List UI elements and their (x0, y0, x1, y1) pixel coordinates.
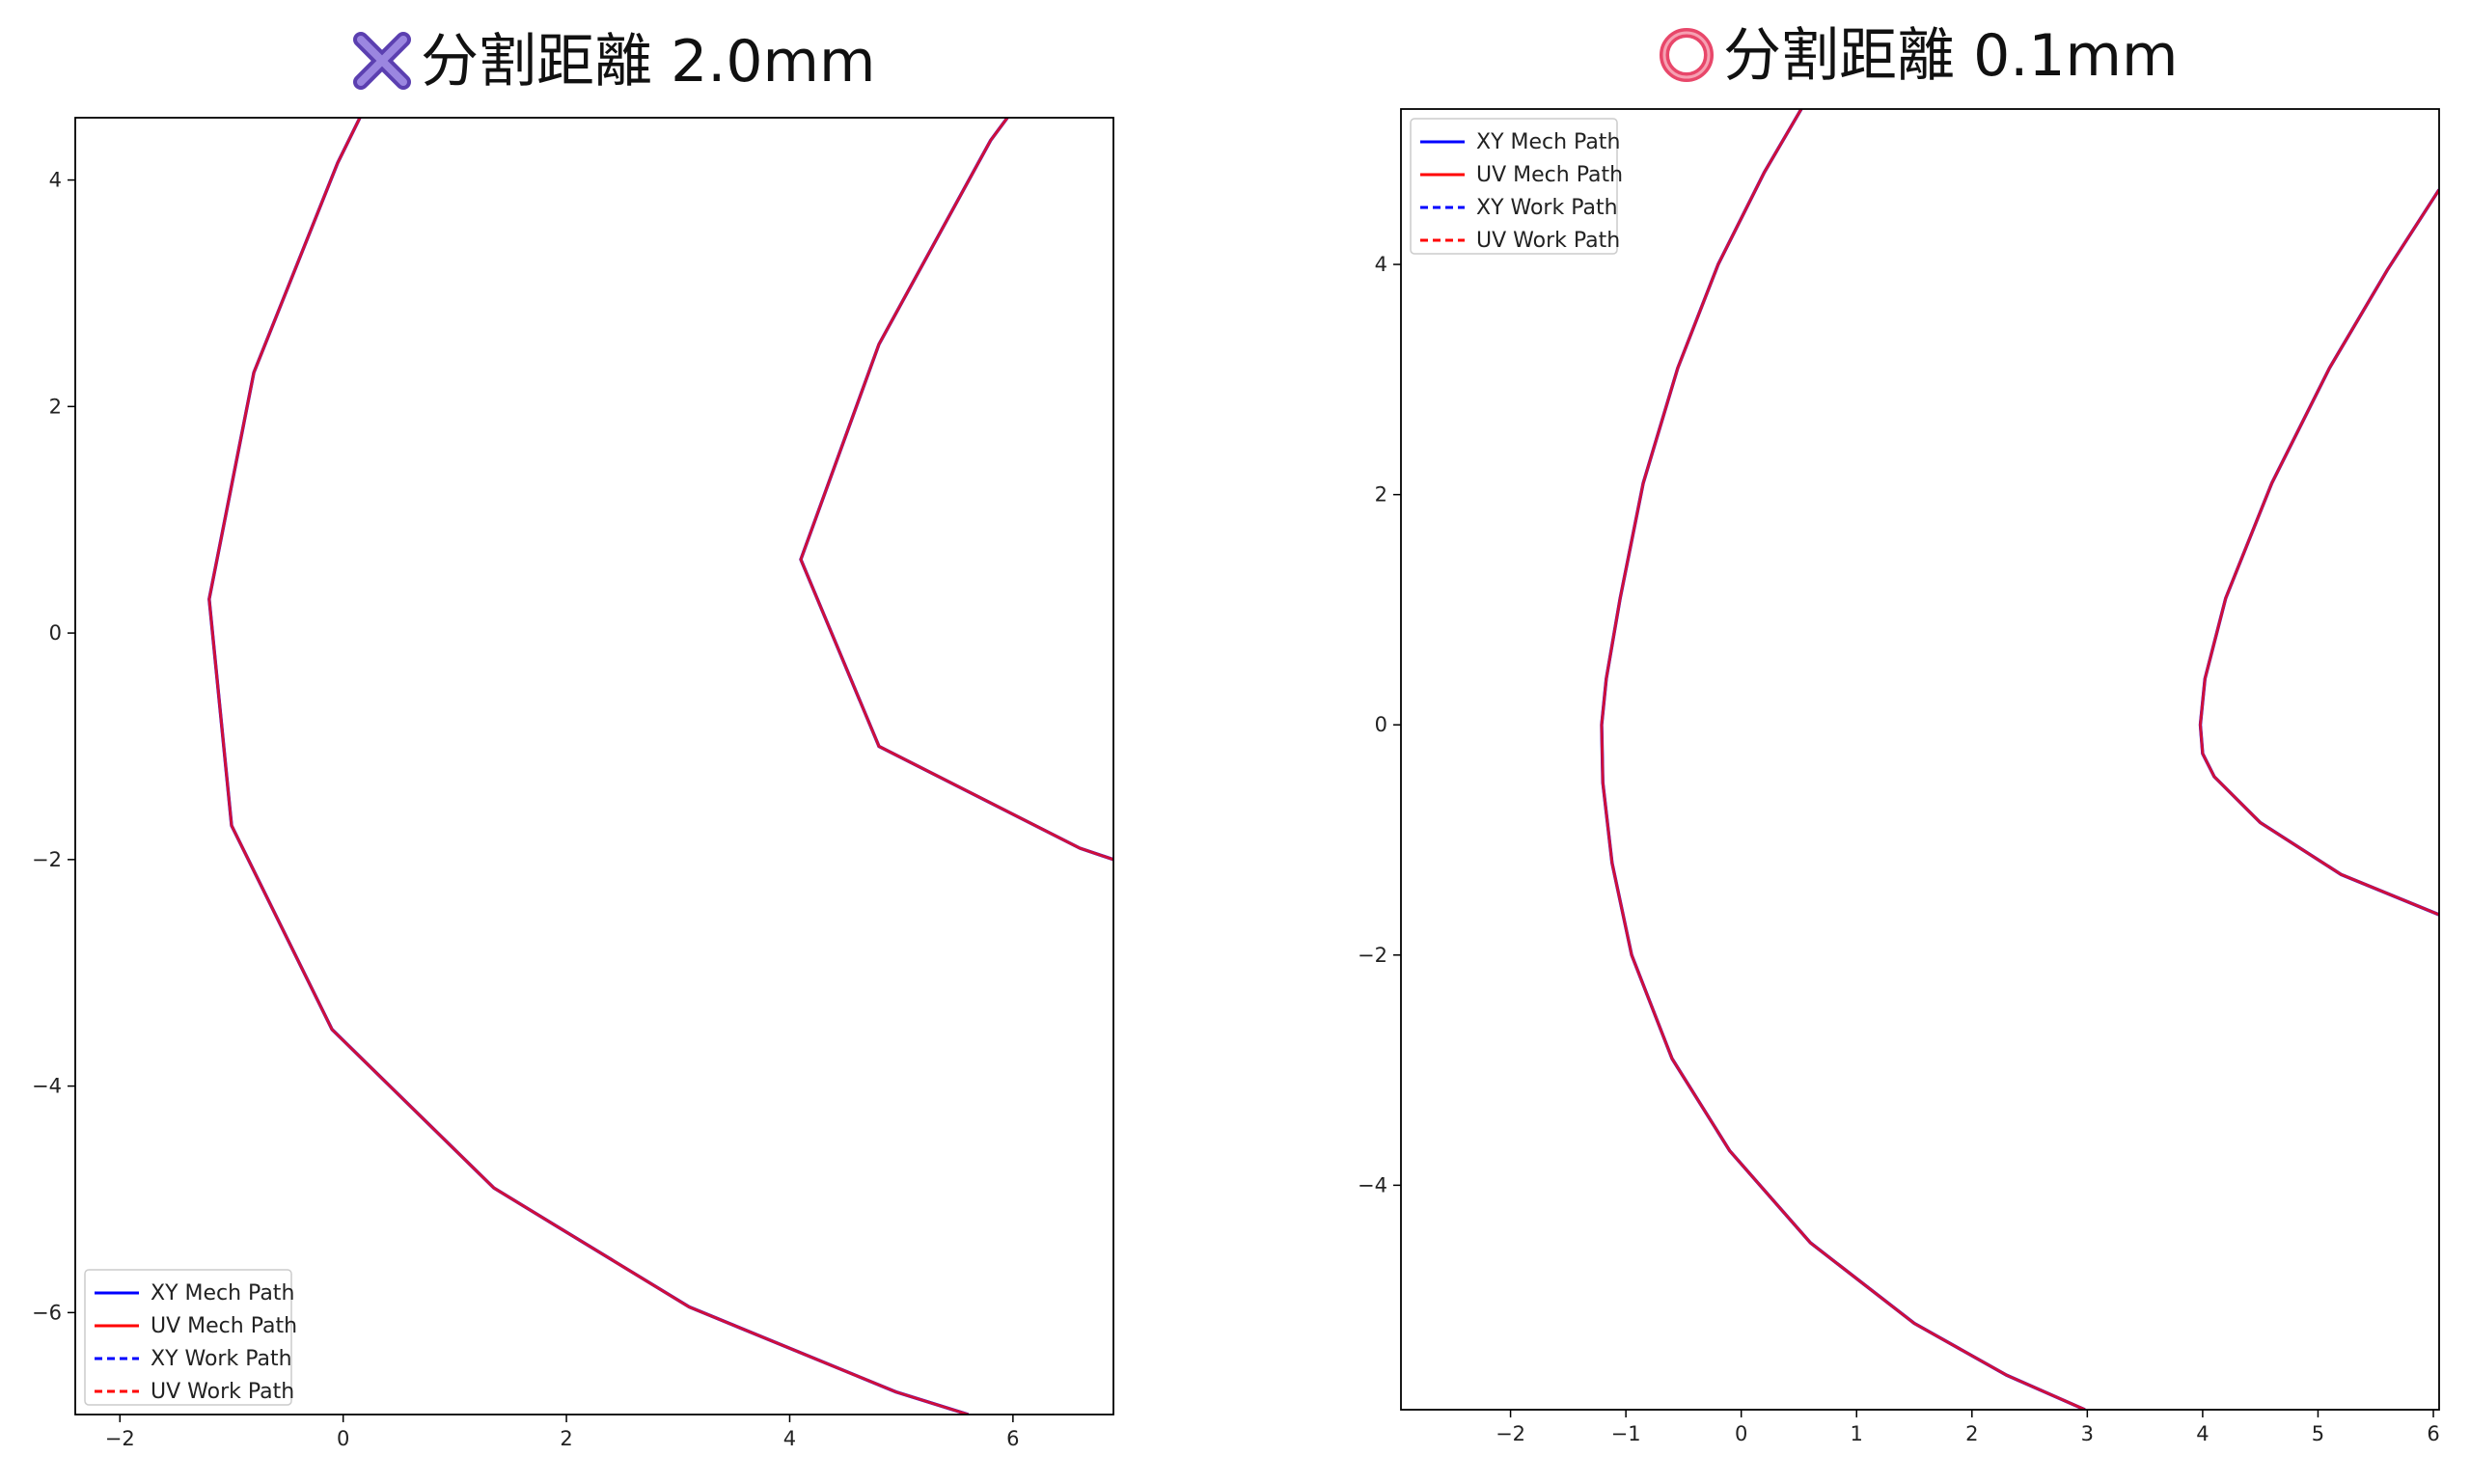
y-tick-label: −2 (32, 848, 62, 871)
y-tick-label: 2 (49, 395, 62, 418)
uv-mech-path-line (799, 118, 1113, 862)
x-tick-label: 2 (560, 1427, 572, 1450)
x-tick-label: 0 (337, 1427, 349, 1450)
xy-mech-path-line (2198, 188, 2439, 917)
chart-title: 分割距離 2.0mm (421, 28, 875, 96)
circle-mark-icon (1660, 28, 1714, 82)
uv-mech-path-line (207, 118, 970, 1415)
chart-panel-right: 分割距離 0.1mm −2 −1 0 1 2 3 4 5 6 4 2 0 −2 −4 XY Mech Pat… (1358, 22, 2440, 1445)
legend-entry: XY Mech Path (1476, 130, 1620, 154)
series-group (207, 118, 1113, 1415)
y-tick-label: 2 (1375, 483, 1387, 507)
legend: XY Mech Path UV Mech Path XY Work Path UV W… (1410, 118, 1623, 255)
legend-entry: UV Mech Path (1476, 163, 1623, 187)
legend-entry: XY Mech Path (151, 1281, 294, 1305)
legend-entry: XY Work Path (1476, 196, 1618, 220)
xy-mech-path-line (1600, 109, 2086, 1410)
x-tick-label: −2 (105, 1427, 135, 1450)
y-tick-label: −4 (32, 1075, 62, 1098)
x-tick-label: 0 (1735, 1422, 1747, 1445)
y-tick-label: 4 (49, 169, 62, 192)
y-tick-label: −2 (1358, 944, 1387, 967)
x-tick-label: 2 (1965, 1422, 1978, 1445)
xy-mech-path-line (799, 118, 1113, 862)
legend-box (1410, 118, 1618, 255)
axes-frame (1400, 108, 2440, 1411)
cross-mark-icon (353, 32, 411, 90)
legend-entry: UV Work Path (151, 1380, 294, 1404)
legend-entry: XY Work Path (151, 1347, 292, 1371)
legend: XY Mech Path UV Mech Path XY Work Path UV W… (84, 1269, 297, 1406)
x-tick-label: 6 (1006, 1427, 1019, 1450)
x-tick-label: 6 (2427, 1422, 2439, 1445)
plot-area-right: −2 −1 0 1 2 3 4 5 6 4 2 0 −2 −4 XY Mech Path UV Mech Pa… (1358, 108, 2440, 1445)
x-tick-label: 5 (2312, 1422, 2324, 1445)
y-tick-label: −4 (1358, 1173, 1387, 1196)
chart-panel-left: 分割距離 2.0mm −2 0 2 4 6 4 2 0 −2 −4 −6 XY Mech Path UV… (32, 28, 1114, 1450)
series-group (1600, 109, 2439, 1410)
x-tick-label: −2 (1496, 1422, 1525, 1445)
y-tick-label: 0 (49, 621, 62, 645)
legend-entry: UV Mech Path (151, 1314, 297, 1338)
y-tick-label: 0 (1375, 713, 1387, 736)
x-tick-label: 4 (2196, 1422, 2209, 1445)
y-tick-label: −6 (32, 1301, 62, 1324)
x-tick-label: 4 (783, 1427, 796, 1450)
x-tick-label: 1 (1851, 1422, 1863, 1445)
axes-frame (74, 117, 1114, 1415)
legend-entry: UV Work Path (1476, 229, 1620, 253)
uv-mech-path-line (2198, 188, 2439, 917)
chart-title: 分割距離 0.1mm (1723, 22, 2178, 90)
uv-mech-path-line (1600, 109, 2086, 1410)
legend-box (84, 1269, 292, 1406)
y-tick-label: 4 (1375, 253, 1387, 276)
xy-mech-path-line (207, 118, 970, 1415)
x-tick-label: −1 (1611, 1422, 1641, 1445)
x-tick-label: 3 (2081, 1422, 2094, 1445)
